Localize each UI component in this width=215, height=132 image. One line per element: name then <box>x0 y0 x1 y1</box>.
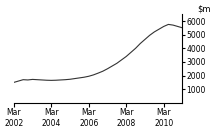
Text: $m: $m <box>198 4 211 13</box>
